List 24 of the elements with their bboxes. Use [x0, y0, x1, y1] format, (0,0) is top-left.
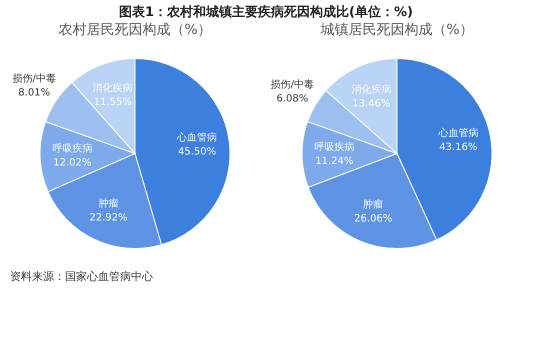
- slice-label: 肿瘤: [98, 197, 118, 210]
- data-label: 45.50%: [178, 146, 216, 158]
- data-label: 11.24%: [315, 156, 354, 168]
- data-label: 26.06%: [354, 214, 392, 225]
- data-label: 8.01%: [18, 88, 50, 98]
- slice-label: 肿瘤: [363, 198, 384, 211]
- slice-label: 损伤/中毒: [270, 78, 314, 91]
- data-label: 13.46%: [352, 98, 390, 110]
- chart-title: 城镇居民死因构成（%）: [319, 22, 474, 38]
- data-label: 12.02%: [53, 158, 92, 169]
- slice-label: 呼吸疾病: [314, 141, 354, 154]
- data-label: 22.92%: [89, 212, 128, 224]
- text: 资料来源：国家心血管病中心: [10, 270, 153, 283]
- slice-label: 呼吸疾病: [52, 142, 92, 155]
- slice-label: 消化疾病: [351, 83, 392, 96]
- slice-label: 心血管病: [437, 127, 478, 140]
- slice-label: 心血管病: [176, 132, 218, 144]
- slice-label: 消化疾病: [92, 82, 133, 94]
- text: 图表1：农村和城镇主要疾病死因构成比(单位：%): [119, 4, 413, 20]
- data-label: 11.55%: [94, 96, 132, 108]
- slice-label: 损伤/中毒: [12, 72, 56, 84]
- data-label: 43.16%: [439, 142, 478, 154]
- data-label: 6.08%: [276, 94, 308, 105]
- chart-subtitle: 农村居民死因构成（%）: [58, 22, 212, 38]
